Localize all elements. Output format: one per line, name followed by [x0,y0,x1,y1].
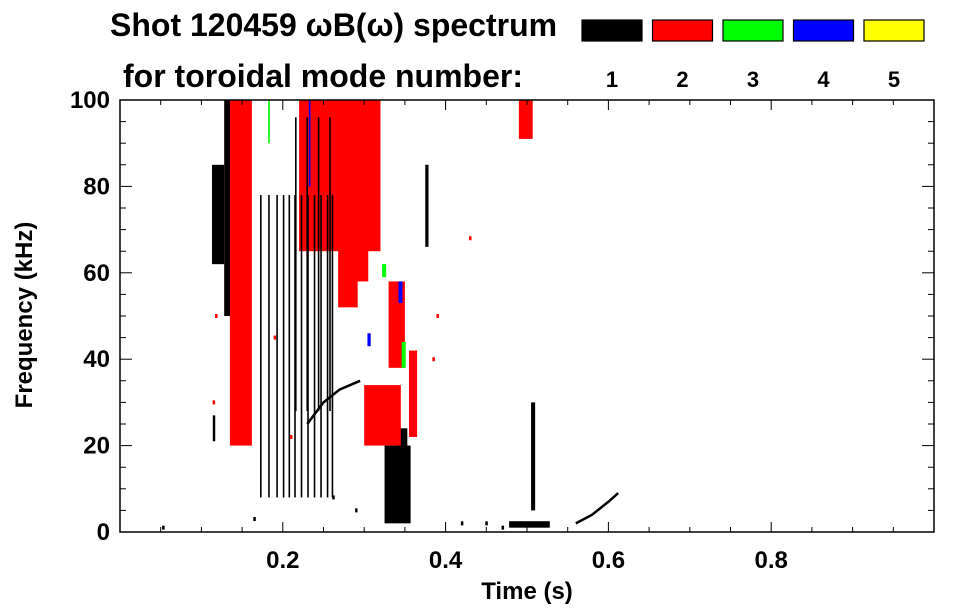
speck-0-3 [355,508,358,513]
spectral-region-3 [212,415,216,442]
spectral-region-6 [425,164,429,247]
legend-swatch-mode-4 [792,19,855,42]
legend-swatch-mode-5 [863,19,925,42]
spectral-region-9 [229,100,252,446]
spectral-region-0 [211,164,225,265]
legend-label-mode-2: 2 [676,67,688,92]
mode-trace-0 [306,379,361,425]
x-tick-label: 0.2 [266,547,299,574]
y-tick-label: 0 [97,519,110,546]
y-tick-label: 100 [70,87,110,114]
legend-label-mode-4: 4 [817,67,830,92]
vertical-streak-1-2 [317,117,320,412]
y-tick-label: 20 [83,433,110,460]
legend-label-mode-5: 5 [888,67,900,92]
spectral-region-22 [367,333,371,347]
spectral-region-13 [364,385,401,446]
x-tick-label: 0.8 [755,547,788,574]
legend: 1 2 3 4 5 [581,19,925,92]
y-tick-label: 40 [83,346,110,373]
spectral-region-21 [398,281,403,304]
spectral-region-4 [384,445,411,524]
speck-0-2 [332,495,335,500]
spectral-region-12 [356,238,369,282]
legend-label-mode-3: 3 [747,67,759,92]
speck-0-1 [253,517,256,522]
x-tick-label: 0.6 [592,547,625,574]
axis-tick-labels: 0.2 0.4 0.6 0.8 0 20 40 60 80 100 [70,87,788,574]
legend-swatch-mode-1 [581,19,643,42]
y-axis-label: Frequency (kHz) [11,222,38,409]
speck-1-5 [436,314,439,318]
speck-1-3 [289,434,293,439]
vertical-streak-0-3 [282,195,285,498]
spectral-region-11 [338,225,358,308]
legend-swatch-mode-2 [651,19,714,42]
speck-1-1 [215,314,218,318]
legend-label-mode-1: 1 [606,67,618,92]
vertical-streak-1-1 [306,117,309,412]
speck-1-2 [273,335,277,340]
speck-0-0 [162,525,165,530]
speck-1-0 [212,400,216,405]
legend-swatch-mode-3 [722,19,784,42]
spectral-region-16 [518,100,533,139]
speck-0-5 [485,521,488,526]
spectral-region-8 [531,402,536,511]
spectral-region-7 [509,521,550,528]
spectral-region-20 [308,100,311,187]
mode-trace-1 [575,492,619,525]
vertical-streak-0-10 [326,195,329,498]
axis-ticks [120,99,934,533]
spectral-region-18 [382,264,387,278]
speck-0-4 [460,521,464,526]
speck-0-6 [501,525,505,530]
vertical-streak-0-6 [300,195,303,498]
chart-subtitle: for toroidal mode number: [123,58,523,94]
speck-1-4 [432,357,435,362]
vertical-streak-0-5 [294,195,296,498]
vertical-streak-0-11 [331,195,334,498]
chart-title: Shot 120459 ωB(ω) spectrum [110,7,557,43]
y-tick-label: 60 [83,260,110,287]
vertical-streak-0-9 [320,195,322,498]
x-tick-label: 0.4 [429,547,463,574]
vertical-streak-0-8 [313,195,316,498]
y-tick-label: 80 [83,173,110,200]
vertical-streak-0-2 [276,195,278,498]
spectrum-marks [162,100,619,530]
vertical-streak-0-7 [307,195,309,498]
spectral-region-17 [268,100,270,144]
vertical-streak-1-0 [295,117,297,412]
vertical-streak-0-0 [260,195,262,498]
vertical-streak-0-1 [268,195,270,498]
x-axis-label: Time (s) [481,578,573,605]
spectral-region-15 [408,350,418,437]
speck-1-6 [469,236,472,241]
spectral-region-19 [401,341,406,368]
vertical-streak-0-4 [288,195,291,498]
vertical-streak-1-3 [329,117,331,412]
